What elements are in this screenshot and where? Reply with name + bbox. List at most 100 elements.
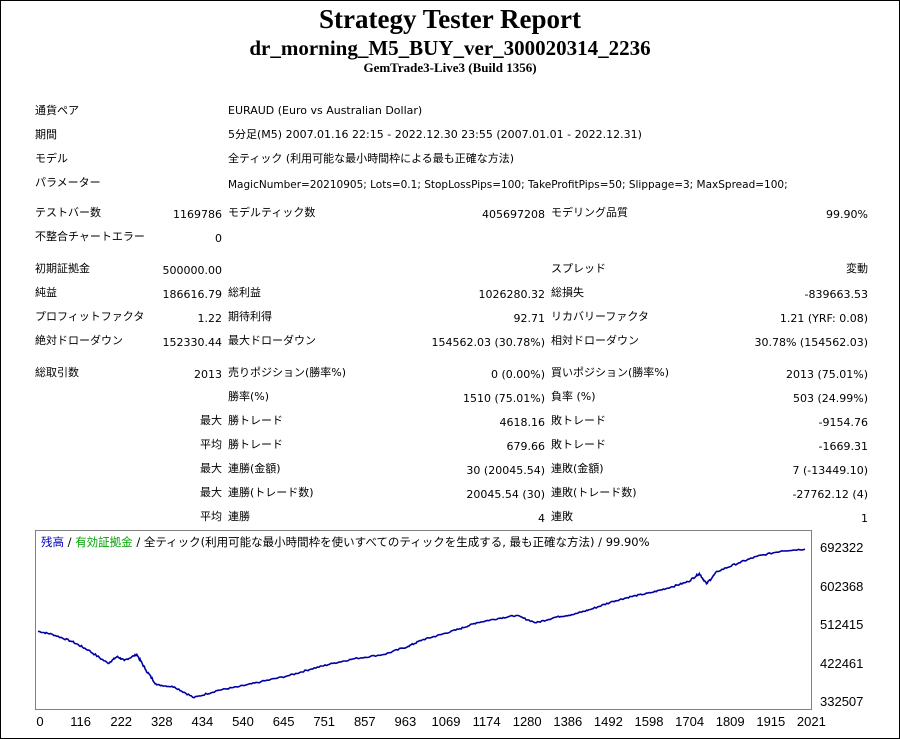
- win-value: 1510 (75.01%): [462, 392, 545, 405]
- x-tick-label: 434: [191, 714, 214, 729]
- largest-win-value: 4618.16: [499, 416, 546, 429]
- y-tick-label: 422461: [820, 655, 864, 671]
- largest-win-label: 勝トレード: [228, 414, 283, 427]
- abs-dd-label: 絶対ドローダウン: [35, 334, 123, 347]
- ac-loss-value: 1: [861, 512, 868, 525]
- y-tick-label: 602368: [820, 578, 864, 594]
- x-tick-label: 857: [353, 714, 376, 729]
- legend-sep: /: [64, 535, 76, 549]
- mp-loss-label: 連敗(トレード数): [551, 486, 637, 499]
- gross-loss-label: 総損失: [551, 286, 584, 299]
- net-label: 純益: [35, 286, 57, 299]
- mp-win-label: 連勝(トレード数): [228, 486, 314, 499]
- rf-label: リカバリーファクタ: [551, 310, 649, 323]
- avg-loss-value: -1669.31: [818, 440, 868, 453]
- deposit-label: 初期証拠金: [35, 262, 90, 275]
- legend-equity: 有効証拠金: [75, 535, 133, 549]
- x-tick-label: 1174: [472, 714, 501, 729]
- x-tick-label: 1069: [431, 714, 461, 729]
- y-tick-label: 692322: [820, 540, 864, 555]
- legend-balance: 残高: [41, 535, 64, 549]
- ac-loss-label: 連敗: [551, 510, 573, 523]
- bars-label: テストバー数: [35, 206, 101, 219]
- deposit-value: 500000.00: [162, 264, 223, 277]
- mp-loss-value: -27762.12 (4): [792, 488, 868, 501]
- x-tick-label: 540: [232, 714, 254, 729]
- mismatch-label: 不整合チャートエラー: [35, 230, 145, 243]
- quality-label: モデリング品質: [551, 206, 628, 219]
- spread-label: スプレッド: [551, 262, 606, 275]
- rel-dd-label: 相対ドローダウン: [551, 334, 639, 347]
- avg-loss-label: 敗トレード: [551, 438, 606, 451]
- trades-value: 2013: [194, 368, 222, 381]
- ac-label: 平均: [200, 510, 222, 523]
- chart-legend: 残高 / 有効証拠金 / 全ティック(利用可能な最小時間枠を使いすべてのティック…: [41, 534, 650, 550]
- spread-value: 変動: [846, 262, 868, 275]
- mismatch-value: 0: [215, 232, 222, 245]
- x-tick-label: 116: [70, 714, 91, 729]
- x-tick-label: 751: [313, 714, 336, 729]
- net-value: 186616.79: [162, 288, 223, 301]
- x-tick-label: 1809: [715, 714, 745, 729]
- gross-profit-label: 総利益: [228, 286, 261, 299]
- ac-win-label: 連勝: [228, 510, 250, 523]
- mc-win-label: 連勝(金額): [228, 462, 281, 475]
- ac-win-value: 4: [538, 512, 545, 525]
- loss-label: 負率 (%): [551, 390, 596, 403]
- short-label: 売りポジション(勝率%): [228, 366, 347, 379]
- long-value: 2013 (75.01%): [785, 368, 868, 381]
- x-tick-label: 1280: [512, 714, 542, 729]
- max-dd-value: 154562.03 (30.78%): [431, 336, 545, 349]
- x-tick-label: 222: [110, 714, 133, 729]
- mc-loss-label: 連敗(金額): [551, 462, 604, 475]
- abs-dd-value: 152330.44: [162, 336, 223, 349]
- long-label: 買いポジション(勝率%): [551, 366, 670, 379]
- x-tick-label: 645: [272, 714, 295, 729]
- model-label: モデル: [35, 152, 68, 165]
- avg-win-value: 679.66: [506, 440, 546, 453]
- chart-svg: [37, 548, 806, 699]
- pf-value: 1.22: [197, 312, 223, 325]
- y-tick-label: 512415: [820, 617, 864, 632]
- mc-win-value: 30 (20045.54): [466, 464, 545, 477]
- ticks-value: 405697208: [482, 208, 545, 221]
- short-value: 0 (0.00%): [490, 368, 545, 381]
- y-tick-label: 332507: [820, 694, 864, 709]
- params-value: MagicNumber=20210905; Lots=0.1; StopLoss…: [228, 179, 788, 191]
- ticks-label: モデルティック数: [228, 206, 316, 219]
- avg-label: 平均: [200, 438, 222, 451]
- bars-value: 1169786: [173, 208, 222, 221]
- loss-value: 503 (24.99%): [792, 392, 868, 405]
- quality-value: 99.90%: [826, 208, 868, 221]
- rel-dd-value: 30.78% (154562.03): [754, 336, 868, 349]
- period-value: 5分足(M5) 2007.01.16 22:15 - 2022.12.30 23…: [228, 128, 642, 141]
- pf-label: プロフィットファクタ: [35, 310, 145, 323]
- avg-win-label: 勝トレード: [228, 438, 283, 451]
- x-tick-label: 328: [150, 714, 173, 729]
- symbol-value: EURAUD (Euro vs Australian Dollar): [228, 104, 423, 117]
- x-tick-label: 1704: [675, 714, 705, 729]
- x-tick-label: 1386: [553, 714, 583, 729]
- win-label: 勝率(%): [228, 390, 270, 403]
- x-tick-label: 2021: [796, 714, 826, 729]
- rf-value: 1.21 (YRF: 0.08): [779, 312, 868, 325]
- trades-label: 総取引数: [35, 366, 79, 379]
- mc-loss-value: 7 (-13449.10): [792, 464, 868, 477]
- ea-name: dr_morning_M5_BUY_ver_300020314_2236: [249, 36, 651, 60]
- x-tick-label: 0: [36, 714, 44, 729]
- balance-chart: 残高 / 有効証拠金 / 全ティック(利用可能な最小時間枠を使いすべてのティック…: [35, 530, 897, 738]
- x-tick-label: 1492: [593, 714, 623, 729]
- largest-label: 最大: [200, 414, 222, 427]
- symbol-label: 通貨ペア: [35, 104, 79, 117]
- report-title: Strategy Tester Report: [319, 4, 581, 34]
- gross-profit-value: 1026280.32: [478, 288, 545, 301]
- x-tick-label: 1598: [634, 714, 664, 729]
- model-value: 全ティック (利用可能な最小時間枠による最も正確な方法): [228, 152, 515, 165]
- largest-loss-label: 敗トレード: [551, 414, 606, 427]
- payoff-label: 期待利得: [228, 310, 272, 323]
- mc-label: 最大: [200, 462, 222, 475]
- largest-loss-value: -9154.76: [818, 416, 868, 429]
- x-tick-label: 1915: [756, 714, 786, 729]
- server-build: GemTrade3-Live3 (Build 1356): [363, 60, 537, 75]
